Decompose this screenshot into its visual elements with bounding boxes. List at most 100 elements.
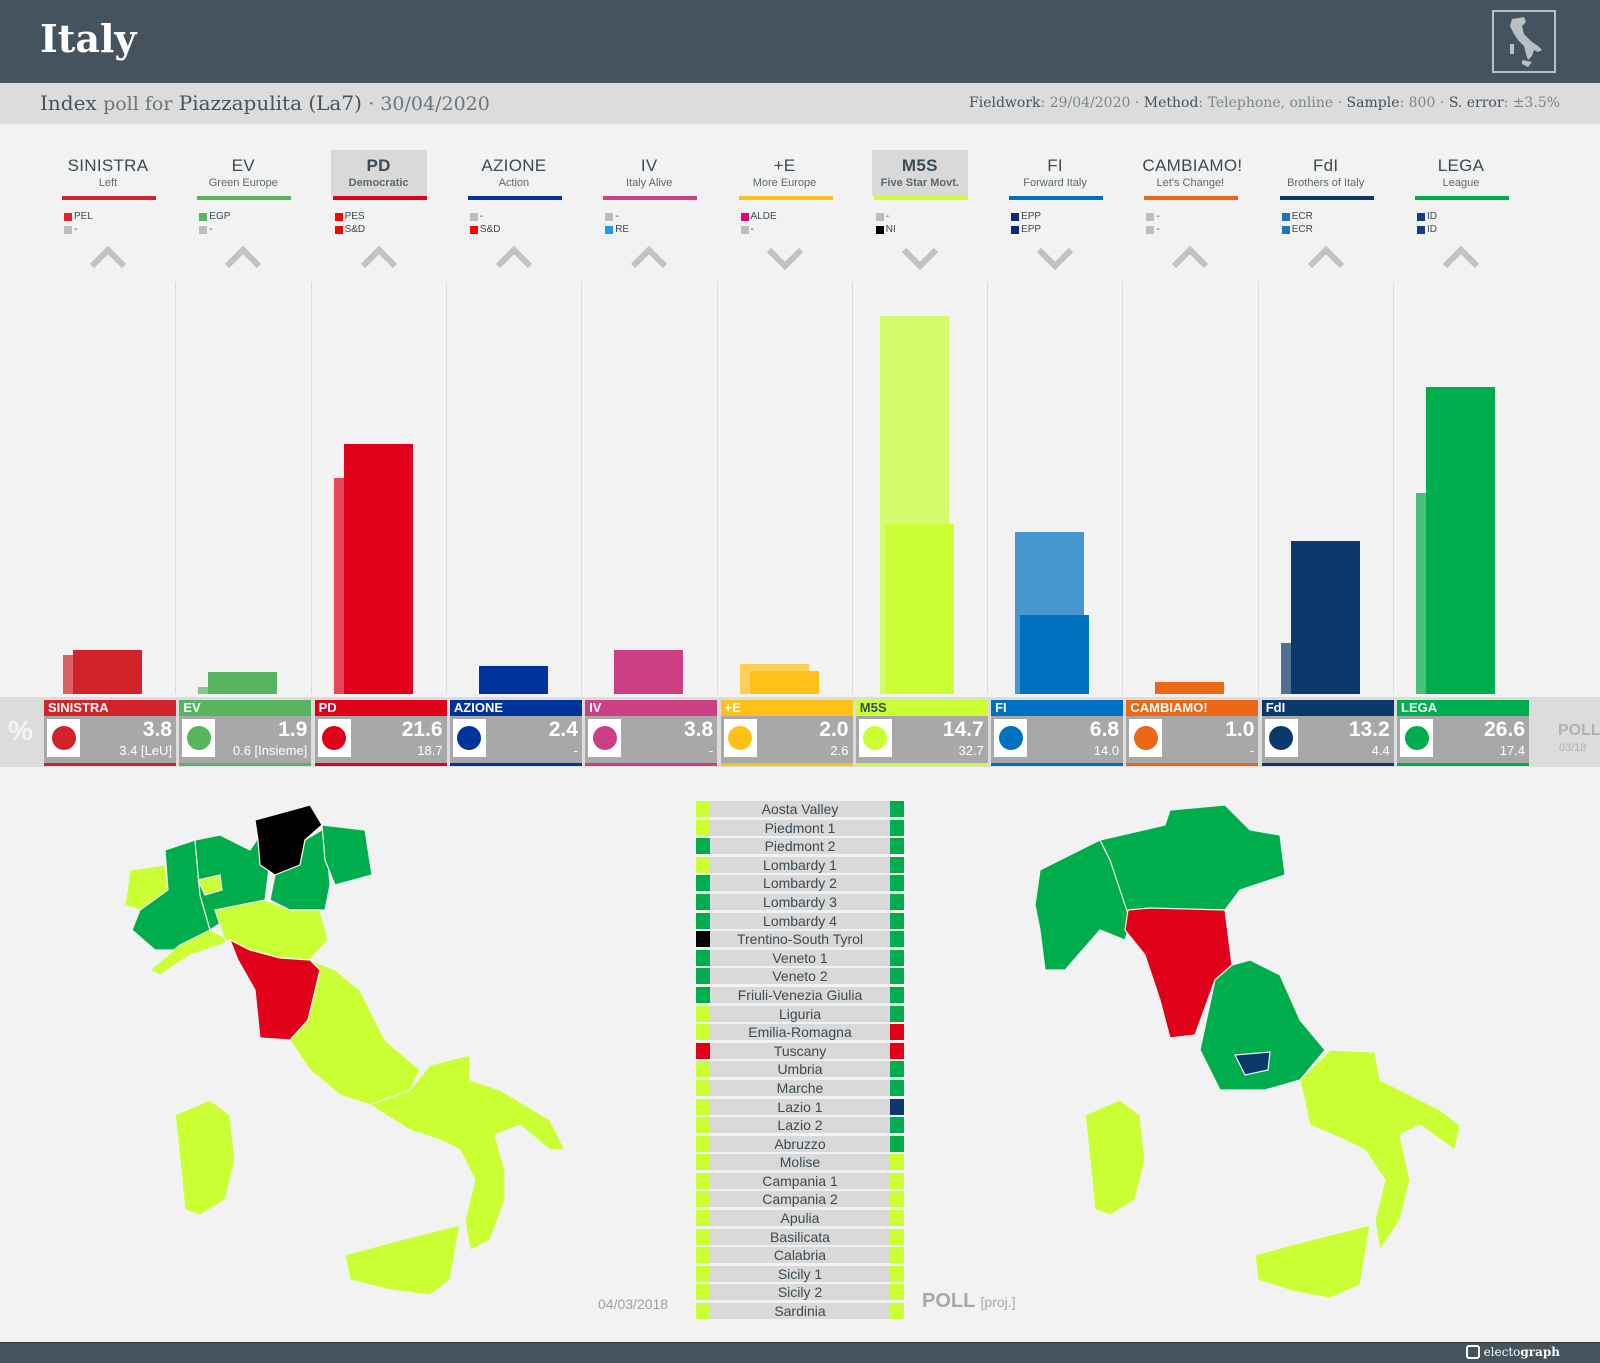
legend-row[interactable]: Lazio 2	[696, 1116, 904, 1135]
party-full-name: Let's Change!	[1156, 177, 1225, 189]
legend-row[interactable]: Molise	[696, 1153, 904, 1172]
legend-row[interactable]: Sardinia	[696, 1302, 904, 1321]
bar-poll[interactable]	[1020, 615, 1090, 694]
result-poll-swatch	[890, 1228, 904, 1245]
legend-row[interactable]: Lombardy 1	[696, 856, 904, 875]
value-box[interactable]: IV 3.8 -	[585, 700, 718, 766]
party-column-e[interactable]: +E More Europe ALDE -	[717, 150, 855, 280]
bar-poll[interactable]	[478, 666, 548, 694]
party-column-fdi[interactable]: FdI Brothers of Italy ECR ECR	[1258, 150, 1396, 280]
previous-value: 17.4	[1499, 743, 1525, 758]
legend-row[interactable]: Veneto 2	[696, 967, 904, 986]
legend-row[interactable]: Abruzzo	[696, 1135, 904, 1154]
bar-poll[interactable]	[884, 524, 954, 694]
column-divider	[716, 282, 718, 694]
result-poll-swatch	[890, 1210, 904, 1227]
legend-row[interactable]: Emilia-Romagna	[696, 1023, 904, 1042]
bar-poll[interactable]	[1290, 541, 1360, 694]
constituency-name: Aosta Valley	[710, 801, 890, 817]
result-2018-swatch	[696, 1228, 710, 1245]
party-column-ev[interactable]: EV Green Europe EGP -	[175, 150, 313, 280]
value-box[interactable]: FI 6.8 14.0	[991, 700, 1124, 766]
value-box-label: FI	[991, 700, 1124, 716]
column-divider	[987, 282, 989, 694]
party-column-iv[interactable]: IV Italy Alive - RE	[581, 150, 719, 280]
value-box[interactable]: AZIONE 2.4 -	[449, 700, 582, 766]
value-box[interactable]: EV 1.9 0.6 [Insieme]	[179, 700, 312, 766]
party-column-lega[interactable]: LEGA League ID ID	[1393, 150, 1531, 280]
bar-poll[interactable]	[614, 650, 684, 694]
poll-date: · 30/04/2020	[368, 93, 490, 115]
group-swatch	[334, 212, 343, 221]
result-2018-swatch	[696, 1061, 710, 1078]
legend-row[interactable]: Calabria	[696, 1246, 904, 1265]
legend-row[interactable]: Marche	[696, 1079, 904, 1098]
eu-groups: PEL -	[64, 210, 93, 236]
value-box[interactable]: LEGA 26.6 17.4	[1397, 700, 1529, 766]
legend-row[interactable]: Trentino-South Tyrol	[696, 930, 904, 949]
legend-row[interactable]: Aosta Valley	[696, 800, 904, 819]
party-column-pd[interactable]: PD Democratic PES S&D	[311, 150, 449, 280]
legend-row[interactable]: Piedmont 1	[696, 819, 904, 838]
bar-poll[interactable]	[343, 444, 413, 694]
legend-row[interactable]: Tuscany	[696, 1042, 904, 1061]
party-abbr: LEGA	[1437, 156, 1485, 175]
party-abbr: SINISTRA	[67, 156, 149, 175]
legend-row[interactable]: Friuli-Venezia Giulia	[696, 986, 904, 1005]
group-name: PEL	[74, 211, 93, 222]
constituency-name: Liguria	[710, 1005, 890, 1022]
legend-row[interactable]: Lombardy 2	[696, 874, 904, 893]
legend-row[interactable]: Piedmont 2	[696, 837, 904, 856]
party-column-m5s[interactable]: M5S Five Star Movt. - NI	[852, 150, 990, 280]
legend-row[interactable]: Umbria	[696, 1060, 904, 1079]
poll-value: 1.0	[1225, 718, 1255, 741]
bar-poll[interactable]	[73, 650, 142, 694]
legend-row[interactable]: Campania 2	[696, 1190, 904, 1209]
party-logo-icon	[1264, 719, 1298, 757]
region-liguria	[148, 929, 232, 976]
legend-row[interactable]: Lombardy 3	[696, 893, 904, 912]
legend-row[interactable]: Liguria	[696, 1005, 904, 1024]
eu-groups: - NI	[875, 210, 896, 236]
bar-poll[interactable]	[1426, 386, 1495, 694]
poll-sub-label: 03/18	[1559, 742, 1587, 754]
party-column-fi[interactable]: FI Forward Italy EPP EPP	[987, 150, 1125, 280]
value-box[interactable]: +E 2.0 2.6	[720, 700, 853, 766]
chevron-up-icon	[495, 245, 533, 269]
result-2018-swatch	[696, 1117, 710, 1134]
value-box[interactable]: SINISTRA 3.8 3.4 [LeU]	[44, 700, 176, 766]
value-box[interactable]: PD 21.6 18.7	[314, 700, 447, 766]
constituency-name: Umbria	[710, 1061, 890, 1078]
party-column-sinistra[interactable]: SINISTRA Left PEL -	[40, 150, 178, 280]
value-box[interactable]: FdI 13.2 4.4	[1261, 700, 1394, 766]
legend-row[interactable]: Sicily 1	[696, 1265, 904, 1284]
result-2018-swatch	[696, 1135, 710, 1152]
legend-row[interactable]: Basilicata	[696, 1228, 904, 1247]
party-column-azione[interactable]: AZIONE Action - S&D	[446, 150, 584, 280]
bar-poll[interactable]	[1155, 682, 1225, 694]
footer-bar: electo graph	[0, 1342, 1600, 1363]
result-2018-swatch	[696, 1303, 710, 1320]
group-swatch	[1011, 212, 1020, 221]
poll-value: 26.6	[1484, 718, 1525, 741]
legend-row[interactable]: Lombardy 4	[696, 912, 904, 931]
legend-row[interactable]: Campania 1	[696, 1172, 904, 1191]
column-divider	[581, 282, 583, 694]
value-box[interactable]: M5S 14.7 32.7	[855, 700, 988, 766]
result-poll-swatch	[890, 1135, 904, 1152]
value-box-label: FdI	[1261, 700, 1394, 716]
value-box-underline	[314, 763, 447, 766]
value-box-underline	[1126, 763, 1259, 766]
party-color-line	[332, 196, 427, 200]
value-box[interactable]: CAMBIAMO! 1.0 -	[1126, 700, 1259, 766]
legend-row[interactable]: Lazio 1	[696, 1098, 904, 1117]
legend-row[interactable]: Sicily 2	[696, 1283, 904, 1302]
electograph-brand[interactable]: electo graph	[1465, 1345, 1560, 1359]
legend-row[interactable]: Veneto 1	[696, 949, 904, 968]
legend-row[interactable]: Apulia	[696, 1209, 904, 1228]
bar-poll[interactable]	[208, 672, 278, 694]
bar-poll[interactable]	[749, 670, 819, 694]
party-logo-icon	[994, 719, 1028, 757]
result-2018-swatch	[696, 986, 710, 1003]
party-column-cambiamo[interactable]: CAMBIAMO! Let's Change! --	[1122, 150, 1260, 280]
